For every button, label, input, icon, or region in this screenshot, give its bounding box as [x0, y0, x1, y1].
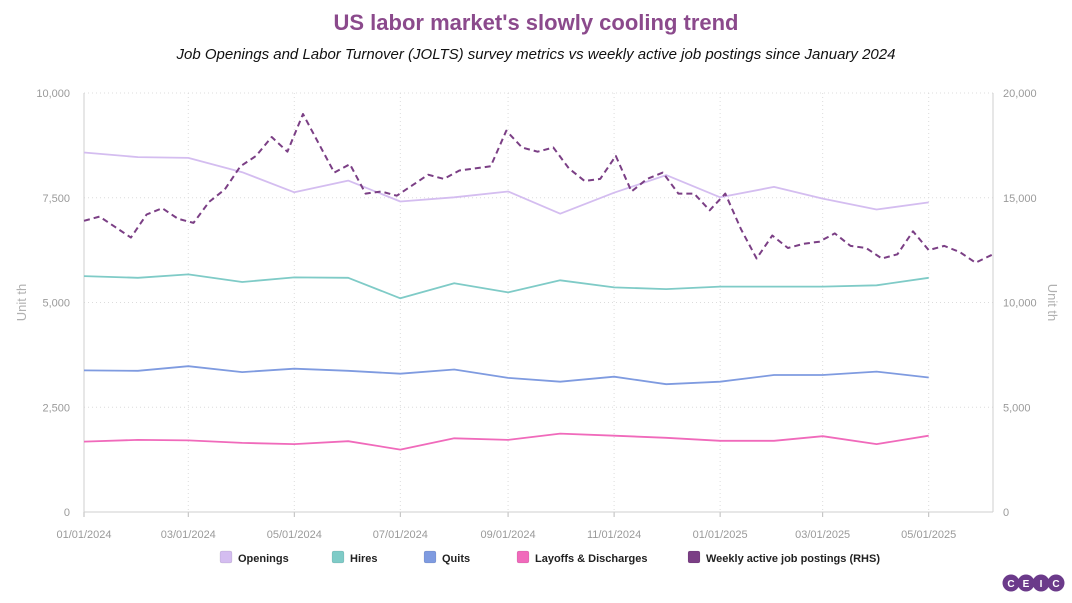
y-tick-label-left: 0 — [64, 507, 70, 519]
legend-swatch-3 — [516, 550, 530, 564]
y-tick-label-right: 10,000 — [1003, 298, 1037, 310]
x-tick-label: 07/01/2024 — [373, 529, 428, 541]
x-tick-label: 05/01/2024 — [267, 529, 322, 541]
x-tick-label: 03/01/2025 — [795, 529, 850, 541]
series-line-4 — [83, 113, 994, 264]
logo-letter: C — [1052, 579, 1059, 590]
y-tick-label-left: 5,000 — [42, 298, 70, 310]
logo-letter: C — [1007, 579, 1014, 590]
logo-circle — [1002, 574, 1020, 592]
legend-label-2: Quits — [442, 553, 470, 565]
y-tick-label-right: 0 — [1003, 507, 1009, 519]
legend-label-4: Weekly active job postings (RHS) — [706, 553, 880, 565]
legend-label-0: Openings — [238, 553, 289, 565]
logo-circle — [1017, 574, 1035, 592]
logo-circle — [1047, 574, 1065, 592]
chart-subtitle: Job Openings and Labor Turnover (JOLTS) … — [176, 46, 896, 63]
x-tick-label: 11/01/2024 — [587, 529, 641, 541]
series-line-2 — [83, 365, 929, 386]
y-tick-label-left: 10,000 — [36, 88, 70, 100]
x-tick-label: 01/01/2025 — [693, 529, 748, 541]
legend-swatch-0 — [219, 550, 233, 564]
y-tick-label-right: 20,000 — [1003, 88, 1037, 100]
y-tick-label-left: 7,500 — [42, 193, 70, 205]
legend-label-1: Hires — [350, 553, 378, 565]
series-line-3 — [83, 432, 929, 451]
legend-swatch-4 — [687, 550, 701, 564]
legend-label-3: Layoffs & Discharges — [535, 553, 647, 565]
logo-letter: E — [1023, 579, 1030, 590]
legend-swatch-1 — [331, 550, 345, 564]
x-tick-label: 05/01/2025 — [901, 529, 956, 541]
x-tick-label: 03/01/2024 — [161, 529, 216, 541]
logo-circle — [1032, 574, 1050, 592]
series-line-0 — [83, 151, 929, 215]
y-tick-label-left: 2,500 — [42, 402, 70, 414]
y-axis-title-right: Unit th — [1045, 284, 1060, 322]
series-line-1 — [83, 273, 929, 300]
y-tick-label-right: 15,000 — [1003, 193, 1037, 205]
y-tick-label-right: 5,000 — [1003, 402, 1031, 414]
logo-letter: I — [1040, 579, 1043, 590]
x-tick-label: 09/01/2024 — [481, 529, 536, 541]
legend-swatch-2 — [423, 550, 437, 564]
chart-title: US labor market's slowly cooling trend — [333, 10, 739, 35]
x-tick-label: 01/01/2024 — [56, 529, 111, 541]
y-axis-title-left: Unit th — [14, 284, 29, 322]
